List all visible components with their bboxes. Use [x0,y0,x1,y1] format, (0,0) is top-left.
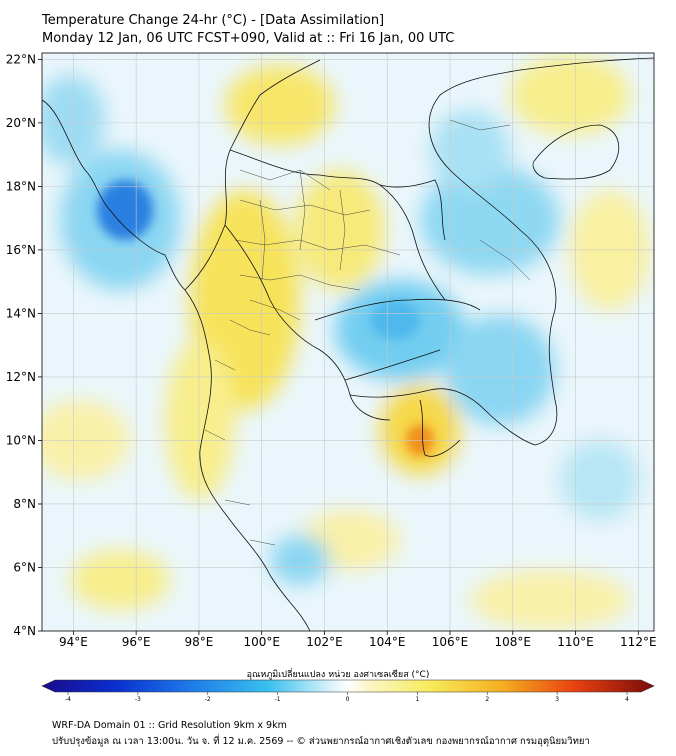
lat-tick-label: 22°N [6,52,36,66]
latitude-axis: 22°N 20°N 18°N 16°N 14°N 12°N 10°N 8°N 6°N 4°N [6,52,42,638]
lon-tick-label: 104°E [369,635,406,649]
colorbar-tick-label: -2 [205,696,211,703]
land-borders [42,57,654,631]
colorbar-tick-label: 4 [625,696,629,703]
lon-tick-label: 108°E [495,635,532,649]
lat-tick-label: 6°N [13,560,36,574]
lon-tick-label: 106°E [432,635,469,649]
lon-tick-label: 110°E [557,635,594,649]
lat-tick-label: 14°N [6,306,36,320]
chart-title: Temperature Change 24-hr (°C) - [Data As… [42,13,385,28]
chart-subtitle: Monday 12 Jan, 06 UTC FCST+090, Valid at… [42,31,455,46]
map-frame [41,52,655,632]
lon-tick-label: 112°E [620,635,657,649]
province-lines [204,119,531,546]
lat-tick-label: 4°N [13,624,36,638]
lat-tick-label: 18°N [6,179,36,193]
footer-line-1: WRF-DA Domain 01 :: Grid Resolution 9km … [52,720,287,731]
colorbar: -4 -3 -2 -1 0 1 2 3 4 [41,679,655,703]
lat-tick-label: 20°N [6,116,36,130]
colorbar-tick-label: -3 [135,696,141,703]
colorbar-tick-label: 1 [415,696,419,703]
lat-tick-label: 12°N [6,370,36,384]
colorbar-tick-label: 0 [346,696,350,703]
colorbar-tick-label: 2 [485,696,489,703]
footer-line-2: ปรับปรุงข้อมูล ณ เวลา 13:00น. วัน จ. ที่… [52,736,590,747]
colorbar-tick-label: 3 [555,696,559,703]
temperature-field [42,53,654,631]
lat-tick-label: 10°N [6,433,36,447]
lon-tick-label: 98°E [184,635,213,649]
lon-tick-label: 102°E [306,635,343,649]
lat-tick-label: 16°N [6,243,36,257]
colorbar-tick-label: -1 [275,696,281,703]
lon-tick-label: 96°E [122,635,151,649]
lon-tick-label: 94°E [59,635,88,649]
colorbar-tick-label: -4 [65,696,71,703]
longitude-axis: 94°E 96°E 98°E 100°E 102°E 104°E 106°E 108°E 110… [59,631,657,649]
lon-tick-label: 100°E [243,635,280,649]
colorbar-label: อุณหภูมิเปลี่ยนแปลง หน่วย องศาเซลเซียส (… [246,670,430,680]
lat-tick-label: 8°N [13,497,36,511]
